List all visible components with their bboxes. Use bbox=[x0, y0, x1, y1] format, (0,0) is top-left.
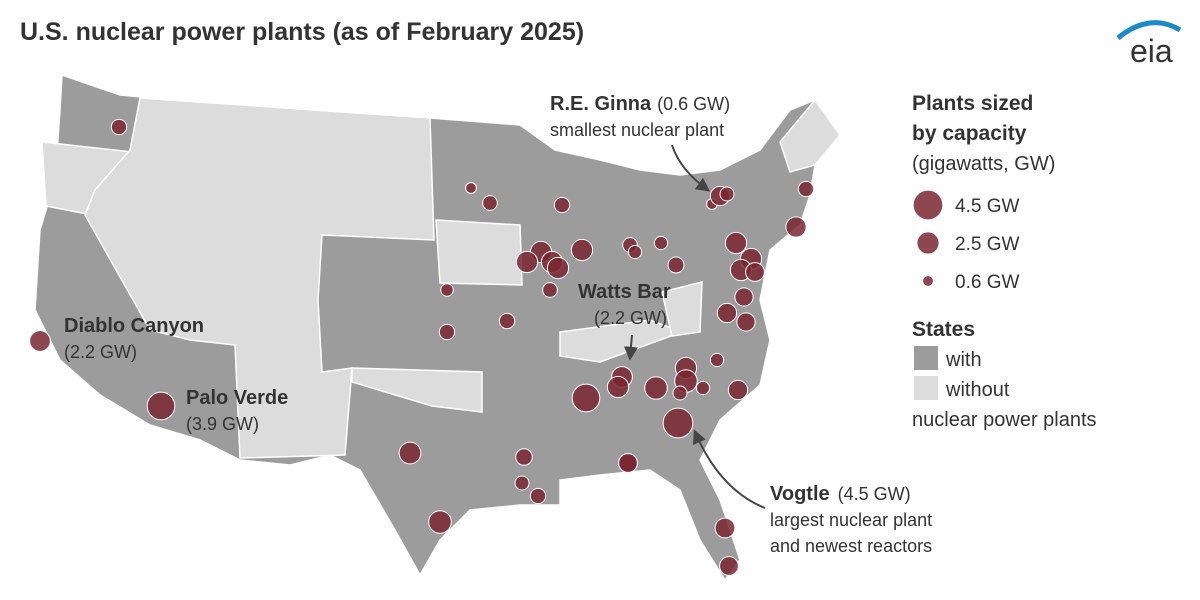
ginna-note: smallest nuclear plant bbox=[550, 120, 724, 140]
title: U.S. nuclear power plants (as of Februar… bbox=[20, 18, 584, 46]
legend-states-note: nuclear power plants bbox=[912, 409, 1097, 431]
palo-verde-name: Palo Verde bbox=[186, 387, 288, 409]
plant bbox=[695, 380, 711, 396]
plant bbox=[146, 391, 176, 421]
label: (0.6 GW) bbox=[657, 94, 730, 114]
legend: Plants sized by capacity (gigawatts, GW)… bbox=[912, 92, 1097, 431]
legend-without: without bbox=[945, 379, 1010, 401]
plant bbox=[736, 312, 756, 332]
swatch-with bbox=[914, 346, 938, 370]
plant bbox=[719, 556, 739, 576]
plant bbox=[440, 283, 454, 297]
vogtle-note-2: and newest reactors bbox=[770, 536, 932, 556]
plant bbox=[570, 238, 594, 262]
plant bbox=[515, 448, 533, 466]
label: R.E. Ginna bbox=[550, 93, 652, 115]
diablo-capacity: (2.2 GW) bbox=[64, 342, 137, 362]
plant bbox=[438, 323, 456, 341]
plant bbox=[529, 487, 547, 505]
plant bbox=[110, 118, 128, 136]
us-map bbox=[34, 73, 841, 582]
logo-text: eia bbox=[1130, 33, 1173, 69]
plant bbox=[714, 517, 736, 539]
plant bbox=[606, 375, 630, 399]
plant bbox=[465, 182, 477, 194]
plant bbox=[745, 262, 765, 282]
legend-title: by capacity bbox=[912, 122, 1027, 145]
plant bbox=[29, 330, 51, 352]
plant bbox=[667, 256, 685, 274]
legend-states-title: States bbox=[912, 318, 975, 341]
legend-with: with bbox=[945, 349, 982, 371]
eia-logo: eia bbox=[1116, 20, 1182, 69]
plant bbox=[515, 250, 539, 274]
legend-title: Plants sized bbox=[912, 92, 1033, 115]
states-without bbox=[435, 219, 523, 286]
legend-subtitle: (gigawatts, GW) bbox=[912, 153, 1055, 175]
plant bbox=[571, 383, 601, 413]
plant bbox=[672, 385, 688, 401]
label: (4.5 GW) bbox=[838, 484, 911, 504]
label: Vogtle bbox=[770, 483, 830, 505]
plant bbox=[653, 235, 669, 251]
plant bbox=[482, 195, 498, 211]
states-without bbox=[84, 97, 435, 459]
legend-size-label: 0.6 GW bbox=[955, 272, 1019, 293]
plant bbox=[546, 256, 570, 280]
plant bbox=[719, 186, 735, 202]
diablo-name: Diablo Canyon bbox=[64, 315, 204, 337]
plant bbox=[618, 453, 638, 473]
watts-bar-name: Watts Bar bbox=[578, 281, 671, 303]
ginna-annotation: R.E. Ginna (0.6 GW) bbox=[550, 93, 730, 115]
watts-bar-capacity: (2.2 GW) bbox=[594, 308, 667, 328]
annotations: R.E. Ginna (0.6 GW) smallest nuclear plan… bbox=[64, 93, 932, 556]
plant bbox=[542, 282, 558, 298]
legend-size bbox=[912, 189, 944, 221]
states-without bbox=[351, 367, 483, 413]
plant bbox=[727, 379, 749, 401]
plants bbox=[29, 118, 815, 576]
plant bbox=[498, 312, 516, 330]
plant bbox=[644, 376, 668, 400]
plant bbox=[553, 196, 571, 214]
plant bbox=[662, 407, 694, 439]
legend-size-label: 2.5 GW bbox=[955, 234, 1019, 255]
plant bbox=[627, 244, 643, 260]
vogtle-annotation: Vogtle (4.5 GW) bbox=[770, 483, 911, 505]
vogtle-note: largest nuclear plant bbox=[770, 510, 932, 530]
plant bbox=[514, 475, 530, 491]
plant bbox=[797, 180, 815, 198]
swatch-without bbox=[914, 376, 938, 400]
legend-size bbox=[916, 231, 940, 255]
states-without bbox=[779, 98, 841, 173]
plant bbox=[428, 510, 452, 534]
plant bbox=[398, 441, 422, 465]
plant bbox=[734, 287, 754, 307]
legend-size-label: 4.5 GW bbox=[955, 196, 1019, 217]
legend-size bbox=[922, 275, 934, 287]
plant bbox=[716, 302, 738, 324]
palo-verde-capacity: (3.9 GW) bbox=[186, 414, 259, 434]
plant bbox=[709, 352, 725, 368]
plant bbox=[785, 216, 807, 238]
plant bbox=[724, 231, 748, 255]
states-without bbox=[559, 319, 685, 363]
states-without bbox=[661, 281, 703, 337]
